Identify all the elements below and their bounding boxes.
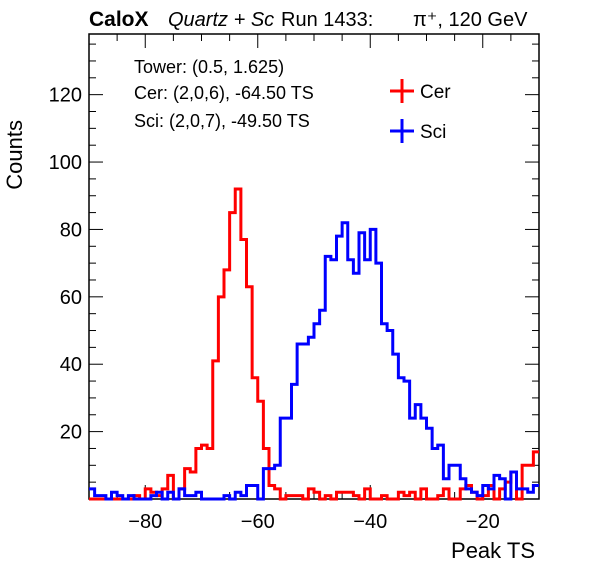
- x-axis-label: Peak TS: [451, 538, 535, 563]
- chart-header: CaloX Quartz + Sc Run 1433: π⁺, 120 GeV: [89, 8, 528, 31]
- annotation-tower: Tower: (0.5, 1.625): [134, 57, 284, 77]
- y-tick-label: 60: [60, 287, 82, 309]
- legend-entry-cer: Cer: [390, 79, 451, 103]
- header-beam: π⁺, 120 GeV: [413, 9, 528, 31]
- series-line-sci: [89, 221, 539, 501]
- legend: Cer Sci: [390, 79, 451, 143]
- annotation-cer: Cer: (2,0,6), -64.50 TS: [134, 83, 314, 103]
- annotations: Tower: (0.5, 1.625) Cer: (2,0,6), -64.50…: [134, 57, 314, 131]
- y-axis-label: Counts: [2, 120, 27, 190]
- x-tick-label: −20: [466, 511, 500, 533]
- legend-label-cer: Cer: [420, 82, 451, 103]
- y-tick-label: 100: [49, 152, 82, 174]
- y-tick-label: 120: [49, 85, 82, 107]
- axes: −80 −60 −40 −20 20 40 60 80 100 120: [49, 34, 540, 533]
- header-run: Run 1433:: [281, 9, 373, 31]
- y-tick-label: 40: [60, 354, 82, 376]
- y-tick-label: 80: [60, 219, 82, 241]
- header-subtitle: Quartz + Sc: [168, 9, 274, 31]
- legend-label-sci: Sci: [420, 122, 446, 143]
- y-tick-label: 20: [60, 422, 82, 444]
- x-tick-label: −80: [128, 511, 162, 533]
- x-tick-label: −40: [353, 511, 387, 533]
- x-tick-label: −60: [241, 511, 275, 533]
- annotation-sci: Sci: (2,0,7), -49.50 TS: [134, 111, 310, 131]
- series-line-cer: [89, 187, 539, 501]
- legend-entry-sci: Sci: [390, 119, 446, 143]
- plot-frame: [88, 33, 540, 500]
- series-layer: [89, 187, 539, 501]
- header-brand: CaloX: [89, 8, 149, 31]
